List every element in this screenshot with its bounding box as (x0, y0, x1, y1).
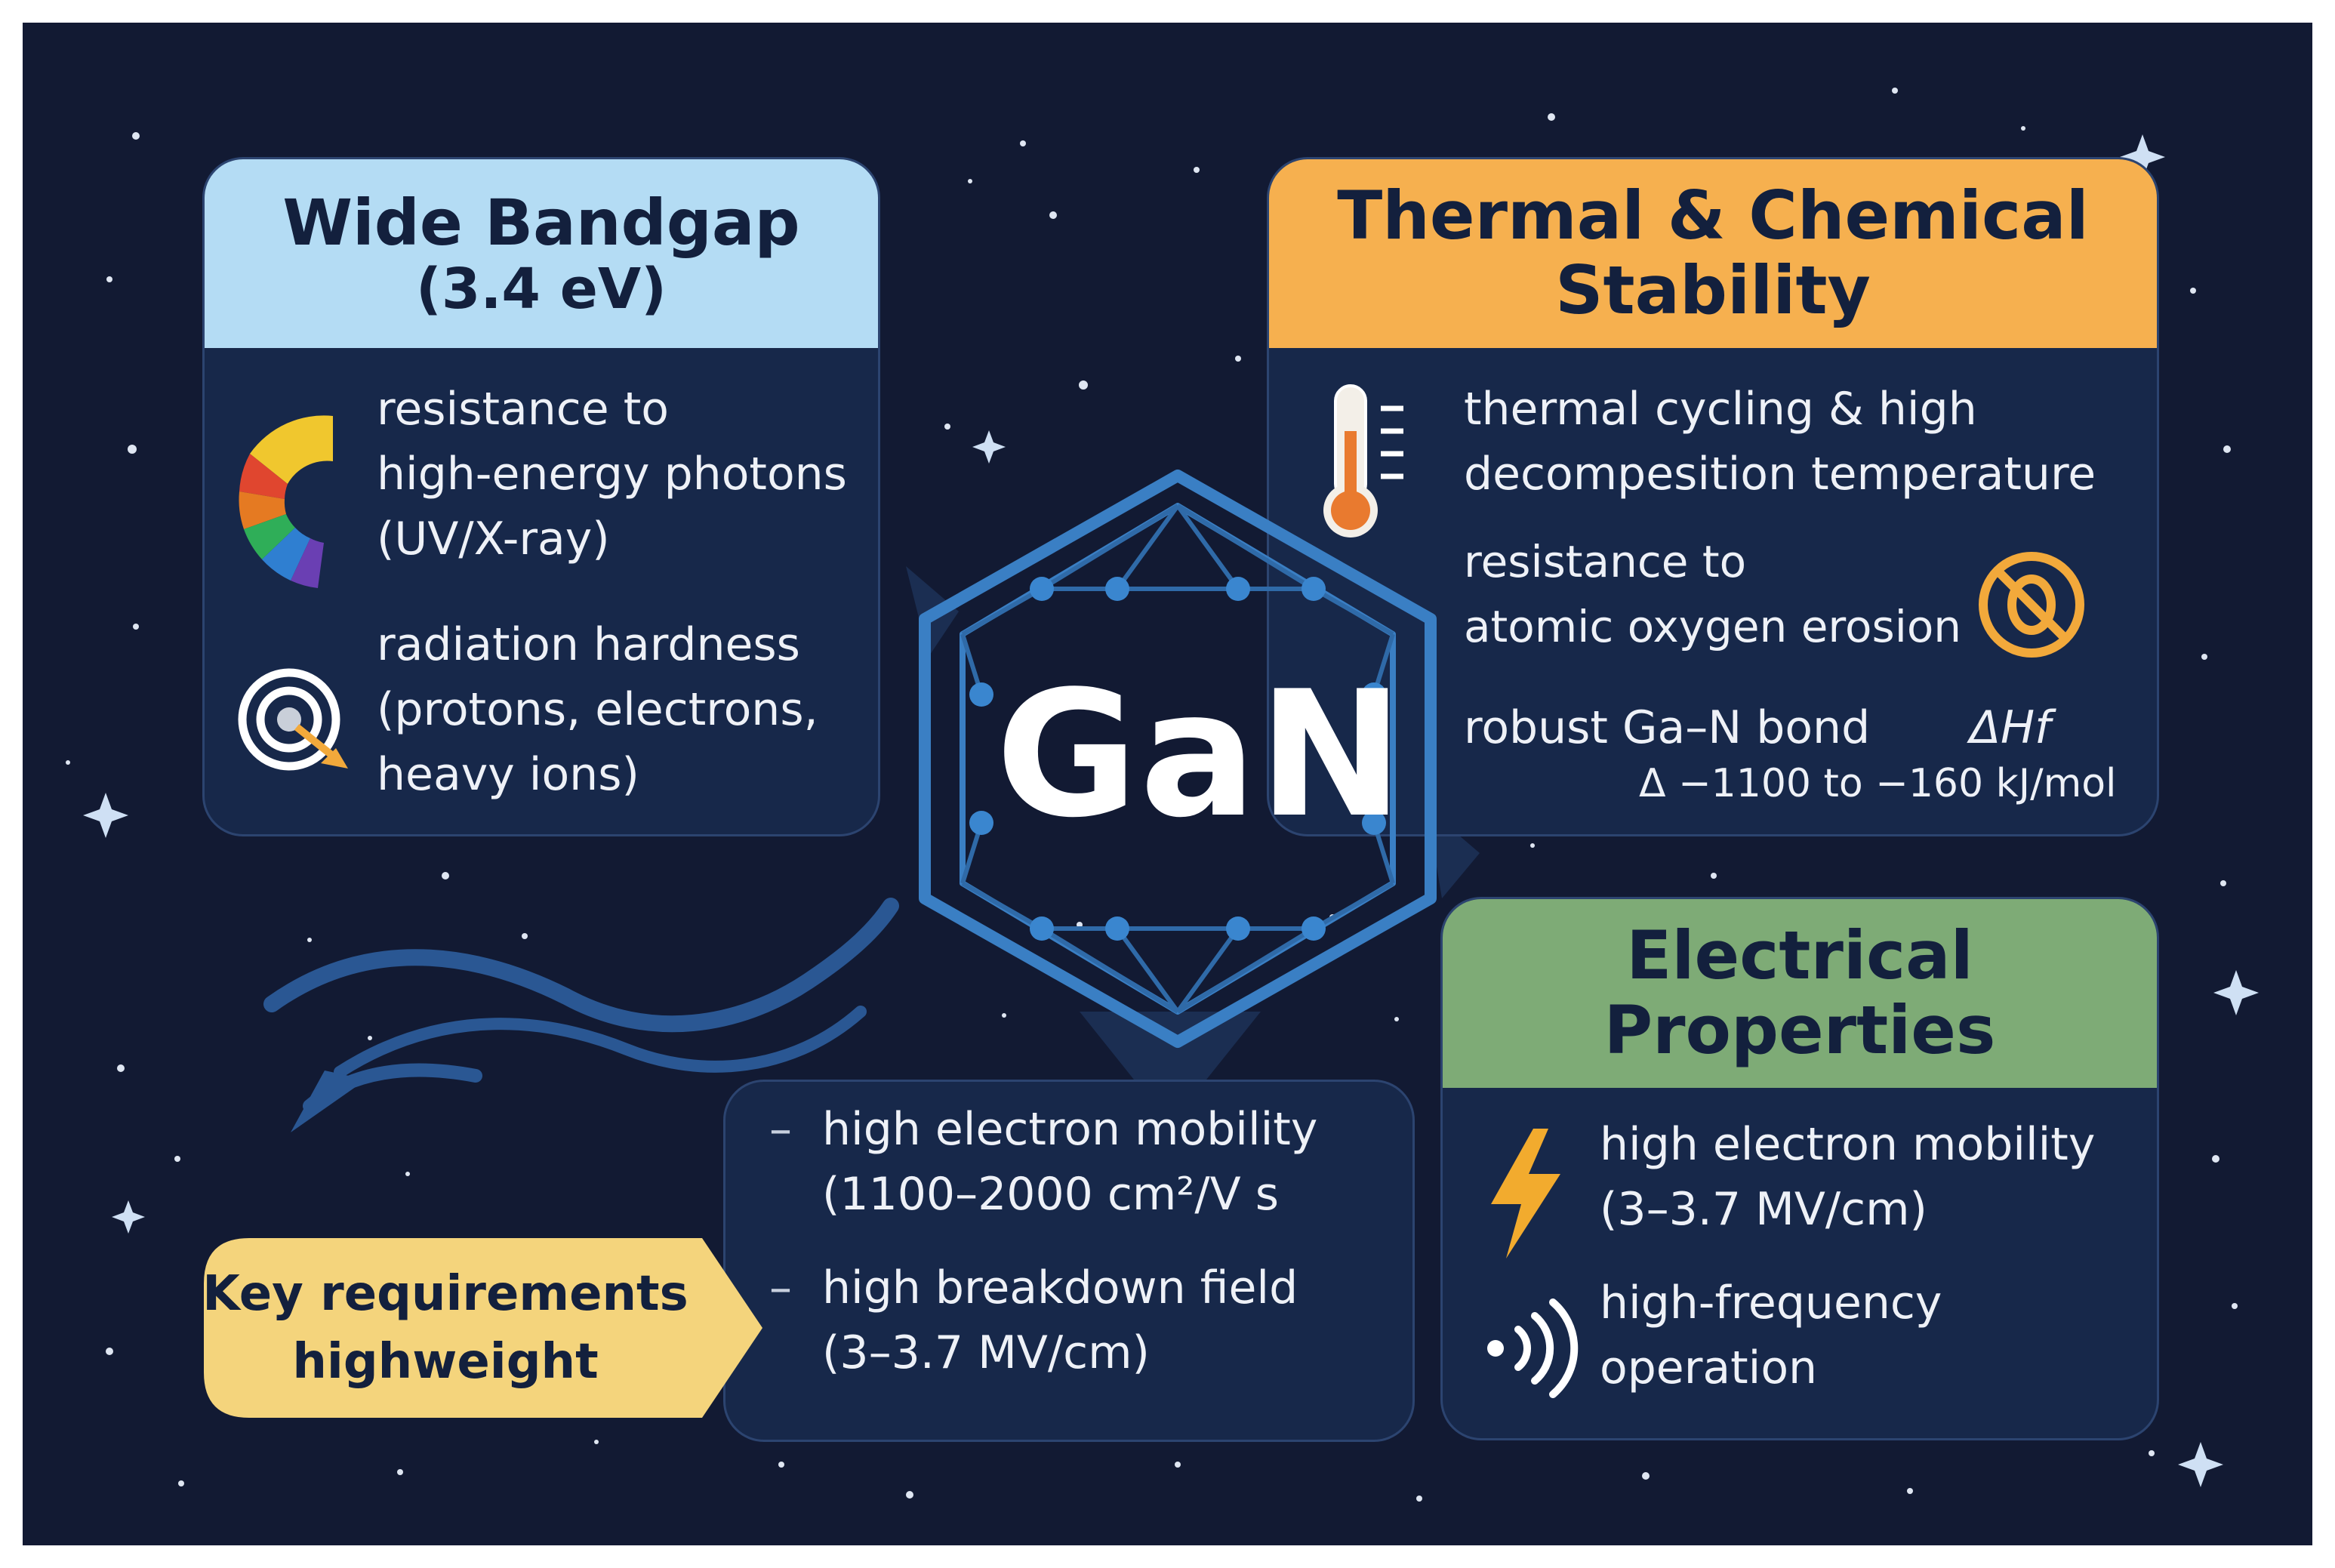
key-requirements-label: Key requirements highweight (202, 1238, 688, 1418)
text-line: radiation hardness (377, 618, 800, 671)
key-requirements-tag (204, 1238, 762, 1418)
text-line: high-energy photons (377, 448, 847, 501)
thermal-title: Thermal & Chemical (1337, 177, 2089, 255)
requirements-card: – high electron mobility (1100–2000 cm²/… (723, 1080, 1415, 1442)
thermal-cycling-text: thermal cycling & high decompesition tem… (1464, 377, 2096, 507)
wavy-arrows (263, 898, 899, 1078)
text-line: operation (1600, 1342, 1818, 1394)
lattice-atoms (969, 577, 1386, 941)
bandgap-title: Wide Bandgap (282, 185, 800, 260)
text-line: high electron mobility (822, 1103, 1318, 1156)
text-line: high breakdown field (822, 1261, 1298, 1314)
electrical-card: Electrical Properties high electron mobi… (1440, 897, 2159, 1440)
bullet-dash: – (769, 1103, 792, 1156)
text-line: (3–3.7 MV/cm) (1600, 1183, 1927, 1236)
text-line: resistance to (377, 383, 669, 436)
text-line: (UV/X-ray) (377, 513, 610, 565)
key-line-2: highweight (292, 1334, 599, 1390)
connector-wedge (1080, 1012, 1261, 1125)
bandgap-card: Wide Bandgap (3.4 eV) resistance to high… (202, 157, 880, 836)
no-oxygen-icon (1979, 552, 2084, 658)
bandgap-subtitle: (3.4 eV) (416, 256, 667, 322)
lattice-lines (960, 504, 1395, 1014)
radiation-hardness-text: radiation hardness (protons, electrons, … (377, 612, 818, 807)
bandgap-header: Wide Bandgap (3.4 eV) (205, 159, 878, 348)
thermal-card: Thermal & Chemical Stability thermal cyc… (1267, 157, 2159, 836)
lightning-bolt-icon (1491, 1129, 1560, 1258)
text-line: high-frequency (1600, 1277, 1942, 1329)
text-line: (protons, electrons, (377, 683, 818, 736)
radiation-target-icon (238, 668, 348, 771)
spectrum-fan-icon (239, 415, 333, 588)
mobility-requirement-text: high electron mobility (1100–2000 cm²/V … (822, 1097, 1317, 1227)
sparkle-stars (83, 134, 2259, 1487)
enthalpy-range: Δ −1100 to −160 kJ/mol (1639, 761, 2117, 806)
thermal-subtitle: Stability (1555, 251, 1871, 329)
electrical-subtitle: Properties (1603, 991, 1996, 1069)
stars (66, 88, 2238, 1502)
electrical-header: Electrical Properties (1443, 899, 2157, 1088)
infographic-canvas: Wide Bandgap (3.4 eV) resistance to high… (23, 23, 2312, 1545)
gan-bond-text: robust Ga–N bond (1464, 695, 1870, 760)
gan-label: GaN (995, 654, 1406, 856)
enthalpy-symbol: ΔHf (1970, 701, 2051, 754)
text-line: heavy ions) (377, 748, 639, 801)
text-line: resistance to (1464, 536, 1747, 587)
text-line: thermal cycling & high (1464, 383, 1977, 436)
thermal-header: Thermal & Chemical Stability (1269, 159, 2157, 348)
text-line: decompesition temperature (1464, 448, 2096, 501)
bullet-dash: – (769, 1261, 792, 1314)
gan-crystal-hexagon (919, 470, 1437, 1048)
electrical-mobility-text: high electron mobility (3–3.7 MV/cm) (1600, 1112, 2095, 1242)
text-line: robust Ga–N bond (1464, 701, 1871, 754)
thermometer-icon (1323, 384, 1403, 538)
breakdown-field-text: high breakdown field (3–3.7 MV/cm) (822, 1255, 1298, 1385)
text-line: (3–3.7 MV/cm) (822, 1326, 1150, 1379)
signal-waves-icon (1487, 1298, 1579, 1398)
oxygen-erosion-text: resistance to atomic oxygen erosion (1464, 529, 1961, 659)
starfield-background (66, 88, 2259, 1502)
high-frequency-text: high-frequency operation (1600, 1271, 1942, 1400)
key-line-1: Key requirements (202, 1266, 688, 1322)
photon-resistance-text: resistance to high-energy photons (UV/X-… (377, 377, 847, 571)
text-line: (1100–2000 cm²/V s (822, 1168, 1279, 1221)
electrical-title: Electrical (1626, 916, 1973, 995)
text-line: atomic oxygen erosion (1464, 601, 1962, 652)
arrow-head (291, 1070, 366, 1132)
text-line: high electron mobility (1600, 1118, 2096, 1171)
